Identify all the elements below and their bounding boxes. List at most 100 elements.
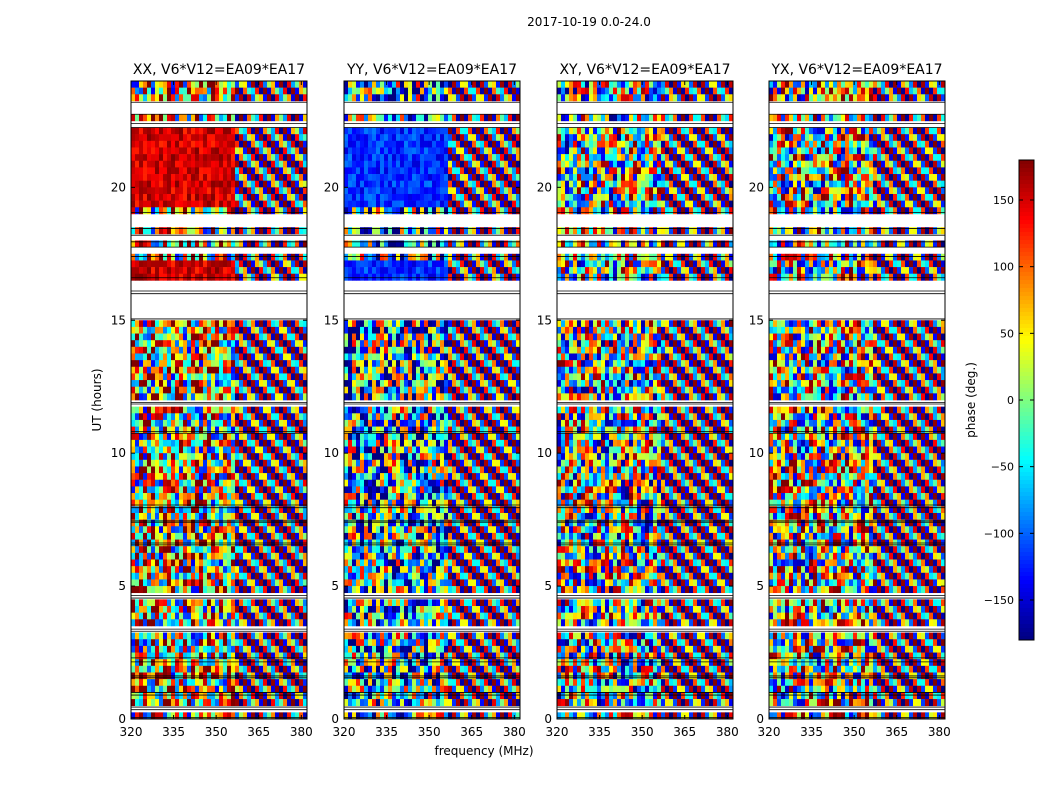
heatmap-cell xyxy=(259,181,263,188)
heatmap-cell xyxy=(143,659,147,666)
heatmap-cell xyxy=(179,187,183,194)
heatmap-cell xyxy=(235,460,239,467)
heatmap-cell xyxy=(408,353,412,360)
heatmap-cell xyxy=(287,453,291,460)
heatmap-cell xyxy=(344,267,348,274)
heatmap-cell xyxy=(235,420,239,427)
heatmap-cell xyxy=(267,679,271,686)
heatmap-cell xyxy=(275,553,279,560)
heatmap-cell xyxy=(287,633,291,640)
heatmap-cell xyxy=(484,201,488,208)
heatmap-cell xyxy=(460,373,464,380)
heatmap-cell xyxy=(247,387,251,394)
heatmap-cell xyxy=(215,639,219,646)
heatmap-cell xyxy=(476,128,480,135)
heatmap-cell xyxy=(235,128,239,135)
heatmap-cell xyxy=(203,579,207,586)
heatmap-cell xyxy=(283,81,287,88)
heatmap-cell xyxy=(239,88,243,95)
heatmap-cell xyxy=(247,679,251,686)
heatmap-cell xyxy=(139,334,143,341)
heatmap-cell xyxy=(131,94,135,101)
heatmap-cell xyxy=(275,473,279,480)
heatmap-cell xyxy=(147,194,151,201)
heatmap-cell xyxy=(368,254,372,261)
heatmap-cell xyxy=(291,553,295,560)
heatmap-cell xyxy=(291,460,295,467)
heatmap-cell xyxy=(167,201,171,208)
heatmap-cell xyxy=(155,699,159,706)
heatmap-cell xyxy=(283,699,287,706)
heatmap-cell xyxy=(259,699,263,706)
heatmap-cell xyxy=(251,440,255,447)
heatmap-cell xyxy=(139,573,143,580)
heatmap-cell xyxy=(207,201,211,208)
heatmap-cell xyxy=(420,334,424,341)
heatmap-cell xyxy=(492,88,496,95)
heatmap-cell xyxy=(468,141,472,148)
heatmap-cell xyxy=(360,134,364,141)
heatmap-cell xyxy=(287,447,291,454)
heatmap-cell xyxy=(380,147,384,154)
heatmap-cell xyxy=(444,88,448,95)
heatmap-cell xyxy=(155,453,159,460)
heatmap-cell xyxy=(344,174,348,181)
heatmap-cell xyxy=(159,480,163,487)
heatmap-cell xyxy=(271,88,275,95)
heatmap-cell xyxy=(408,187,412,194)
heatmap-cell xyxy=(488,187,492,194)
heatmap-cell xyxy=(368,88,372,95)
heatmap-cell xyxy=(275,161,279,168)
heatmap-cell xyxy=(275,659,279,666)
heatmap-cell xyxy=(207,639,211,646)
heatmap-cell xyxy=(171,141,175,148)
heatmap-cell xyxy=(291,380,295,387)
heatmap-cell xyxy=(191,427,195,434)
heatmap-cell xyxy=(372,181,376,188)
heatmap-cell xyxy=(291,360,295,367)
heatmap-cell xyxy=(195,274,199,281)
heatmap-cell xyxy=(460,128,464,135)
heatmap-cell xyxy=(416,360,420,367)
heatmap-cell xyxy=(195,599,199,606)
heatmap-cell xyxy=(283,420,287,427)
heatmap-cell xyxy=(239,274,243,281)
heatmap-cell xyxy=(251,407,255,414)
heatmap-cell xyxy=(155,480,159,487)
heatmap-cell xyxy=(388,114,392,121)
heatmap-cell xyxy=(247,167,251,174)
heatmap-cell xyxy=(364,134,368,141)
heatmap-cell xyxy=(275,207,279,214)
heatmap-cell xyxy=(155,174,159,181)
heatmap-cell xyxy=(231,453,235,460)
heatmap-cell xyxy=(291,579,295,586)
heatmap-cell xyxy=(171,639,175,646)
heatmap-cell xyxy=(384,201,388,208)
heatmap-cell xyxy=(464,88,468,95)
heatmap-cell xyxy=(179,500,183,507)
heatmap-cell xyxy=(235,646,239,653)
heatmap-cell xyxy=(255,639,259,646)
heatmap-cell xyxy=(239,606,243,613)
heatmap-cell xyxy=(247,447,251,454)
heatmap-cell xyxy=(291,340,295,347)
heatmap-cell xyxy=(364,161,368,168)
heatmap-cell xyxy=(396,187,400,194)
heatmap-cell xyxy=(283,466,287,473)
heatmap-cell xyxy=(299,659,303,666)
heatmap-cell xyxy=(496,128,500,135)
heatmap-cell xyxy=(139,187,143,194)
heatmap-cell xyxy=(263,712,267,719)
heatmap-cell xyxy=(231,473,235,480)
heatmap-cell xyxy=(215,586,219,593)
heatmap-cell xyxy=(143,692,147,699)
heatmap-cell xyxy=(496,320,500,327)
heatmap-cell xyxy=(187,513,191,520)
heatmap-cell xyxy=(171,573,175,580)
heatmap-cell xyxy=(143,493,147,500)
heatmap-cell xyxy=(247,526,251,533)
heatmap-cell xyxy=(207,327,211,334)
heatmap-cell xyxy=(195,613,199,620)
heatmap-cell xyxy=(444,207,448,214)
heatmap-cell xyxy=(444,194,448,201)
